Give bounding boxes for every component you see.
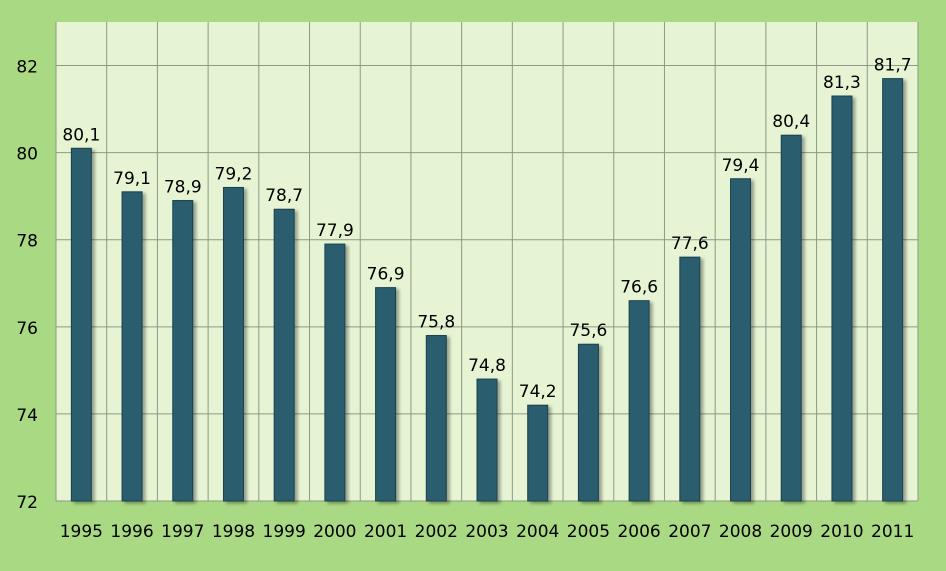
x-axis-ticks: 1995 1996 1997 1998 1999 2000 2001 2002 2003 2004…	[60, 522, 915, 542]
data-label-2007: 77,6	[671, 234, 709, 254]
bar-2011	[882, 78, 904, 502]
y-tick-label: 76	[16, 319, 38, 339]
data-label-1996: 79,1	[113, 169, 151, 189]
data-label-2008: 79,4	[722, 156, 760, 176]
bar-2007	[679, 256, 701, 502]
x-tick-label: 2011	[871, 522, 914, 542]
bar-1998	[222, 186, 244, 502]
bar-2000	[324, 243, 346, 502]
x-tick-label: 2005	[567, 522, 610, 542]
x-tick-label: 2002	[415, 522, 458, 542]
data-label-1998: 79,2	[215, 164, 253, 184]
bar-2008	[730, 178, 752, 502]
y-tick-label: 78	[16, 232, 38, 252]
data-label-2000: 77,9	[316, 221, 354, 241]
bar-2004	[527, 404, 549, 502]
y-axis-ticks: 72 74 76 78 80 82	[16, 58, 38, 513]
bar-1999	[273, 208, 295, 502]
x-tick-label: 2010	[820, 522, 863, 542]
data-labels: 80,1 79,1 78,9 79,2 78,7 77,9 76,9 75,8 74,8 74,2…	[62, 56, 911, 403]
data-label-2009: 80,4	[772, 112, 810, 132]
bar-2010	[831, 95, 853, 502]
x-tick-label: 2006	[617, 522, 660, 542]
data-label-1999: 78,7	[265, 186, 303, 206]
bar-2006	[628, 300, 650, 502]
x-tick-label: 2008	[719, 522, 762, 542]
data-label-2002: 75,8	[417, 313, 455, 333]
bar-2005	[577, 343, 599, 502]
x-tick-label: 2003	[465, 522, 508, 542]
data-label-2001: 76,9	[367, 265, 405, 285]
data-label-2011: 81,7	[874, 56, 912, 76]
data-label-2006: 76,6	[620, 278, 658, 298]
y-tick-label: 80	[16, 145, 38, 165]
data-label-1995: 80,1	[62, 125, 100, 145]
data-label-2004: 74,2	[519, 382, 557, 402]
data-label-1997: 78,9	[164, 178, 202, 198]
x-tick-label: 1996	[110, 522, 153, 542]
bar-1997	[172, 200, 194, 502]
bar-2003	[476, 378, 498, 502]
x-tick-label: 2007	[668, 522, 711, 542]
data-label-2005: 75,6	[569, 321, 607, 341]
x-tick-label: 1995	[60, 522, 103, 542]
bar-1995	[70, 147, 92, 502]
y-tick-label: 82	[16, 58, 38, 78]
bars	[70, 78, 904, 502]
bar-1996	[121, 191, 143, 502]
y-tick-label: 74	[16, 406, 38, 426]
bar-2001	[375, 287, 397, 502]
x-tick-label: 2009	[770, 522, 813, 542]
x-tick-label: 1998	[212, 522, 255, 542]
x-tick-label: 2001	[364, 522, 407, 542]
bar-2009	[780, 134, 802, 502]
data-label-2010: 81,3	[823, 73, 861, 93]
data-label-2003: 74,8	[468, 356, 506, 376]
gridlines	[55, 22, 919, 502]
x-tick-label: 2000	[313, 522, 356, 542]
bar-2002	[425, 335, 447, 502]
y-tick-label: 72	[16, 493, 38, 513]
x-tick-label: 1997	[161, 522, 204, 542]
x-tick-label: 1999	[263, 522, 306, 542]
x-tick-label: 2004	[516, 522, 559, 542]
